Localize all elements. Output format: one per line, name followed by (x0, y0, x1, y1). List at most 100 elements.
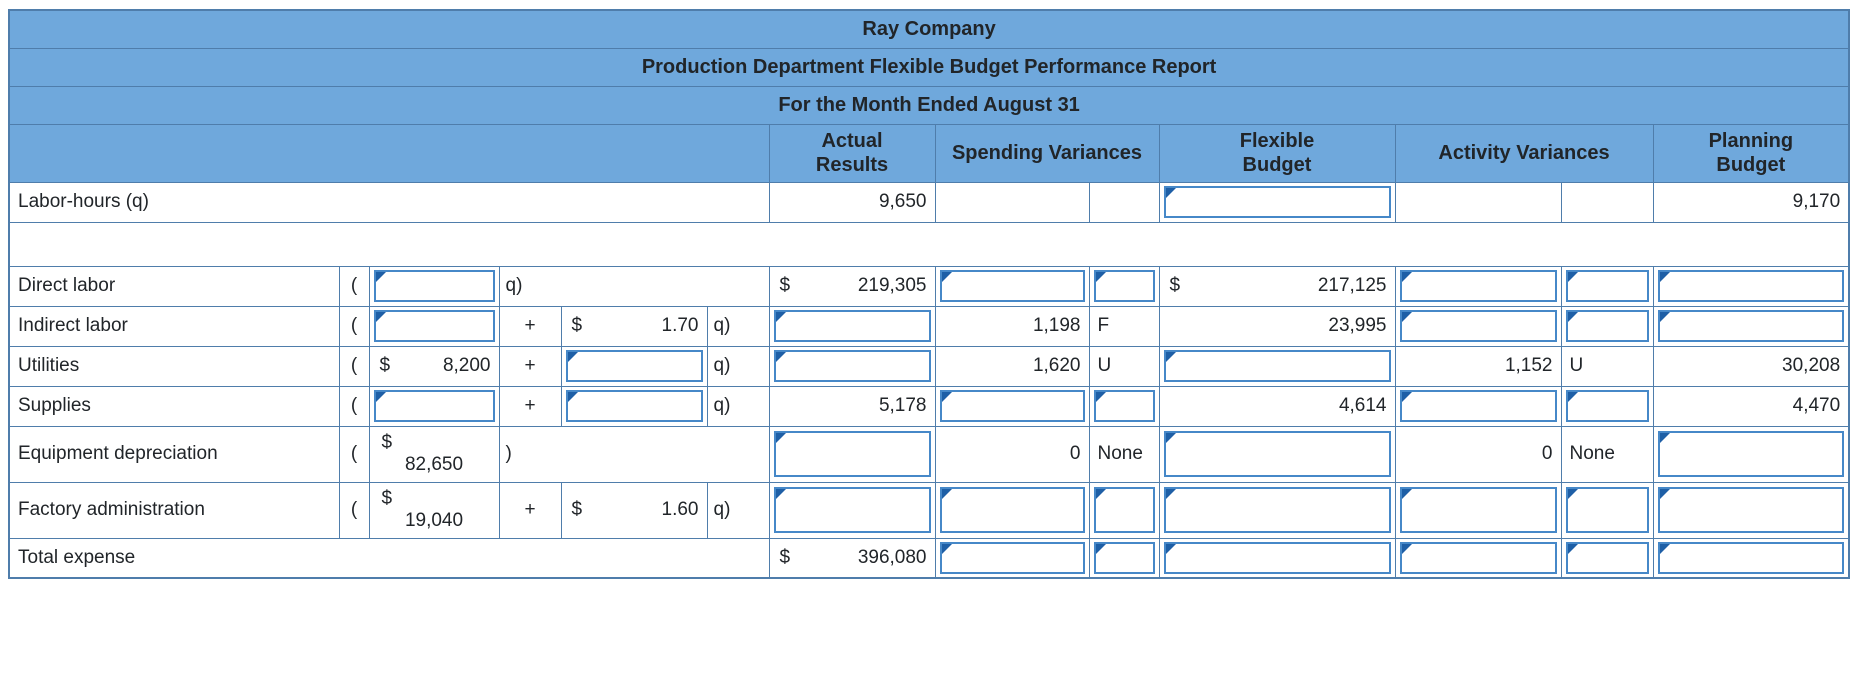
indirect-labor-open-paren: ( (338, 305, 370, 347)
direct-labor-rate-input[interactable] (373, 270, 495, 302)
equipment-depreciation-planning-input[interactable] (1657, 431, 1845, 477)
supplies-spending-variance-input[interactable] (939, 390, 1085, 422)
indirect-labor-activity-mark-input[interactable] (1565, 310, 1649, 342)
supplies-rate-input[interactable] (565, 390, 703, 422)
direct-labor-spending-mark-input[interactable] (1093, 270, 1155, 302)
answer-marker-icon (1401, 312, 1412, 322)
indirect-labor-spending-mark: F (1088, 305, 1160, 347)
labor-hours-spending-variance-cell (934, 181, 1090, 223)
indirect-labor-planning-input[interactable] (1657, 310, 1845, 342)
column-header-actual-results-label: Actual Results (815, 130, 889, 176)
total-expense-flexible-input[interactable] (1163, 541, 1391, 574)
indirect-labor-fixed-input[interactable] (373, 310, 495, 342)
supplies-planning-value: 4,470 (1652, 385, 1850, 427)
factory-administration-flexible-input[interactable] (1163, 487, 1391, 533)
direct-labor-activity-variance-cell (1394, 265, 1562, 307)
factory-administration-actual-cell (768, 481, 936, 539)
equipment-depreciation-spending-mark: None (1088, 425, 1160, 483)
factory-administration-planning-input[interactable] (1657, 487, 1845, 533)
labor-hours-actual-value: 9,650 (768, 181, 936, 223)
answer-marker-icon (1401, 489, 1412, 499)
utilities-actual-cell (768, 345, 936, 387)
utilities-actual-input[interactable] (773, 350, 931, 382)
supplies-activity-mark-input[interactable] (1565, 390, 1649, 422)
utilities-open-paren: ( (338, 345, 370, 387)
factory-administration-rate-value: $1.60 (560, 481, 708, 539)
labor-hours-spending-mark-cell (1088, 181, 1160, 223)
supplies-activity-variance-input[interactable] (1399, 390, 1557, 422)
labor-hours-label: Labor-hours (q) (8, 181, 770, 223)
supplies-open-paren: ( (338, 385, 370, 427)
answer-marker-icon (1659, 312, 1670, 322)
factory-administration-q-close: q) (706, 481, 770, 539)
dollar-sign: $ (381, 432, 393, 454)
total-expense-activity-mark-input[interactable] (1565, 541, 1649, 574)
factory-administration-activity-variance-input[interactable] (1399, 487, 1557, 533)
total-expense-spending-variance-input[interactable] (939, 541, 1085, 574)
answer-marker-icon (941, 489, 952, 499)
total-expense-actual-value: $396,080 (768, 537, 936, 579)
supplies-rate-cell (560, 385, 708, 427)
total-expense-activity-variance-input[interactable] (1399, 541, 1557, 574)
utilities-rate-cell (560, 345, 708, 387)
labor-hours-flexible-budget-input[interactable] (1163, 186, 1391, 218)
factory-administration-spending-variance-cell (934, 481, 1090, 539)
utilities-flexible-input[interactable] (1163, 350, 1391, 382)
dollar-sign: $ (779, 275, 791, 296)
supplies-q-close: q) (706, 385, 770, 427)
utilities-spending-variance-value: 1,620 (934, 345, 1090, 387)
answer-marker-icon (941, 392, 952, 402)
direct-labor-activity-variance-input[interactable] (1399, 270, 1557, 302)
equipment-depreciation-planning-cell (1652, 425, 1850, 483)
total-expense-spending-mark-cell (1088, 537, 1160, 579)
labor-hours-activity-mark-cell (1560, 181, 1654, 223)
utilities-activity-variance-value: 1,152 (1394, 345, 1562, 387)
equipment-depreciation-fixed-value: $82,650 (368, 425, 500, 483)
direct-labor-planning-cell (1652, 265, 1850, 307)
indirect-labor-actual-input[interactable] (773, 310, 931, 342)
answer-marker-icon (775, 489, 786, 499)
equipment-depreciation-open-paren: ( (338, 425, 370, 483)
supplies-spending-mark-input[interactable] (1093, 390, 1155, 422)
factory-administration-spending-variance-input[interactable] (939, 487, 1085, 533)
answer-marker-icon (1095, 392, 1106, 402)
answer-marker-icon (1567, 489, 1578, 499)
total-expense-planning-input[interactable] (1657, 541, 1845, 574)
total-expense-actual-amount: 396,080 (857, 546, 927, 568)
factory-administration-activity-mark-input[interactable] (1565, 487, 1649, 533)
supplies-fixed-input[interactable] (373, 390, 495, 422)
equipment-depreciation-actual-input[interactable] (773, 431, 931, 477)
equipment-depreciation-close-paren: ) (498, 425, 770, 483)
indirect-labor-flexible-value: 23,995 (1158, 305, 1396, 347)
factory-administration-activity-mark-cell (1560, 481, 1654, 539)
utilities-flexible-cell (1158, 345, 1396, 387)
answer-marker-icon (1165, 188, 1176, 198)
direct-labor-open-paren: ( (338, 265, 370, 307)
factory-administration-open-paren: ( (338, 481, 370, 539)
factory-administration-actual-input[interactable] (773, 487, 931, 533)
equipment-depreciation-flexible-input[interactable] (1163, 431, 1391, 477)
direct-labor-activity-mark-input[interactable] (1565, 270, 1649, 302)
supplies-fixed-cell (368, 385, 500, 427)
direct-labor-spending-variance-input[interactable] (939, 270, 1085, 302)
factory-administration-spending-mark-input[interactable] (1093, 487, 1155, 533)
direct-labor-actual-amount: 219,305 (857, 275, 927, 296)
direct-labor-planning-input[interactable] (1657, 270, 1845, 302)
spacer-row (8, 221, 1850, 267)
answer-marker-icon (567, 352, 578, 362)
answer-marker-icon (375, 392, 386, 402)
utilities-rate-input[interactable] (565, 350, 703, 382)
indirect-labor-plus: + (498, 305, 562, 347)
utilities-planning-value: 30,208 (1652, 345, 1850, 387)
header-left-spacer (8, 123, 770, 183)
answer-marker-icon (375, 272, 386, 282)
indirect-labor-rate-amount: 1.70 (661, 315, 699, 336)
supplies-spending-variance-cell (934, 385, 1090, 427)
answer-marker-icon (1095, 272, 1106, 282)
total-expense-activity-mark-cell (1560, 537, 1654, 579)
indirect-labor-activity-variance-input[interactable] (1399, 310, 1557, 342)
equipment-depreciation-label: Equipment depreciation (8, 425, 340, 483)
total-expense-spending-mark-input[interactable] (1093, 541, 1155, 574)
factory-administration-fixed-value: $19,040 (368, 481, 500, 539)
answer-marker-icon (775, 352, 786, 362)
